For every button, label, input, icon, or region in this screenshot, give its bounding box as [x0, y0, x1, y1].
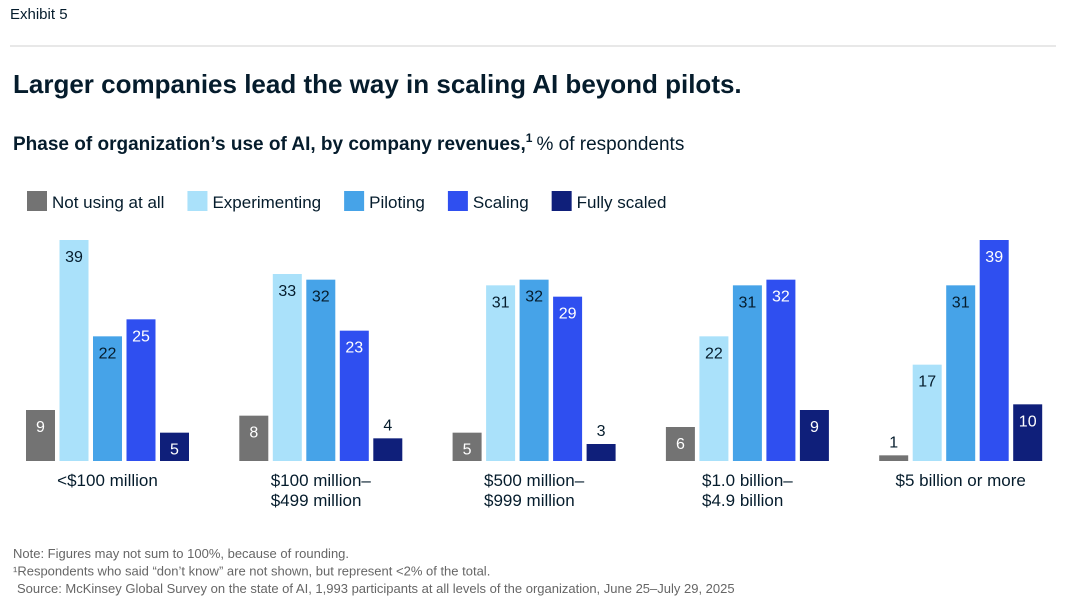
bar — [26, 410, 55, 461]
value-label: 25 — [132, 328, 150, 345]
bar — [553, 296, 583, 461]
value-label: 39 — [65, 249, 83, 266]
value-label: 5 — [463, 442, 472, 459]
bar — [272, 274, 302, 461]
x-tick-label: <$100 million — [57, 471, 158, 490]
legend-swatch — [344, 191, 365, 211]
value-label: 32 — [525, 289, 543, 306]
note: Source: McKinsey Global Survey on the st… — [17, 581, 735, 596]
bar — [946, 285, 976, 461]
bar — [519, 279, 549, 461]
bar — [766, 279, 796, 461]
bar — [799, 410, 829, 461]
value-label: 9 — [36, 419, 45, 436]
bar — [93, 336, 122, 461]
legend-label: Not using at all — [52, 193, 164, 212]
note: Note: Figures may not sum to 100%, becau… — [13, 546, 349, 561]
subtitle-unit: % of respondents — [536, 134, 684, 155]
value-label: 31 — [952, 294, 970, 311]
legend-label: Scaling — [473, 193, 529, 212]
value-label: 31 — [739, 294, 757, 311]
x-tick-label: $500 million– — [484, 471, 585, 490]
chart-subtitle: Phase of organization’s use of AI, by co… — [13, 131, 684, 155]
value-label: 32 — [772, 289, 790, 306]
bar — [160, 432, 189, 461]
value-label: 22 — [99, 345, 117, 362]
note: ¹Respondents who said “don’t know” are n… — [13, 564, 490, 579]
bar — [452, 432, 482, 461]
subtitle-text: Phase of organization’s use of AI, by co… — [13, 134, 526, 155]
value-label: 39 — [985, 249, 1003, 266]
value-label: 17 — [918, 374, 936, 391]
x-tick-label: $100 million– — [271, 471, 372, 490]
bar — [1013, 404, 1043, 461]
bar — [665, 427, 695, 461]
bar — [586, 444, 616, 461]
legend-swatch — [551, 191, 572, 211]
value-label: 29 — [559, 306, 577, 323]
legend-label: Experimenting — [212, 193, 321, 212]
bar — [732, 285, 762, 461]
bar — [339, 330, 369, 461]
bar — [373, 438, 403, 461]
bar — [912, 364, 942, 461]
value-label: 8 — [249, 425, 258, 442]
bar — [879, 455, 909, 461]
legend-label: Fully scaled — [577, 193, 667, 212]
x-tick-label: $4.9 billion — [702, 491, 783, 510]
value-label: 22 — [705, 345, 723, 362]
x-tick-label: $999 million — [484, 491, 575, 510]
bar — [239, 415, 269, 461]
value-label: 6 — [676, 436, 685, 453]
x-tick-label: $499 million — [271, 491, 362, 510]
legend-swatch — [27, 191, 47, 211]
bar — [699, 336, 729, 461]
value-label: 33 — [278, 283, 296, 300]
bar — [979, 240, 1009, 461]
x-tick-label: $1.0 billion– — [702, 471, 793, 490]
exhibit-label: Exhibit 5 — [10, 6, 68, 23]
legend-swatch — [187, 191, 208, 211]
bar — [306, 279, 336, 461]
subtitle-footnote: 1 — [526, 131, 533, 145]
bar — [486, 285, 516, 461]
value-label: 4 — [383, 417, 392, 434]
value-label: 23 — [345, 340, 363, 357]
value-label: 5 — [170, 442, 179, 459]
value-label: 10 — [1019, 413, 1037, 430]
bar — [126, 319, 156, 461]
value-label: 31 — [492, 294, 510, 311]
value-label: 9 — [810, 419, 819, 436]
legend-swatch — [447, 191, 468, 211]
value-label: 1 — [889, 434, 898, 451]
x-tick-label: $5 billion or more — [895, 471, 1025, 490]
legend-label: Piloting — [369, 193, 425, 212]
chart-title: Larger companies lead the way in scaling… — [13, 69, 742, 99]
value-label: 3 — [597, 423, 606, 440]
bar — [59, 240, 89, 461]
value-label: 32 — [312, 289, 330, 306]
